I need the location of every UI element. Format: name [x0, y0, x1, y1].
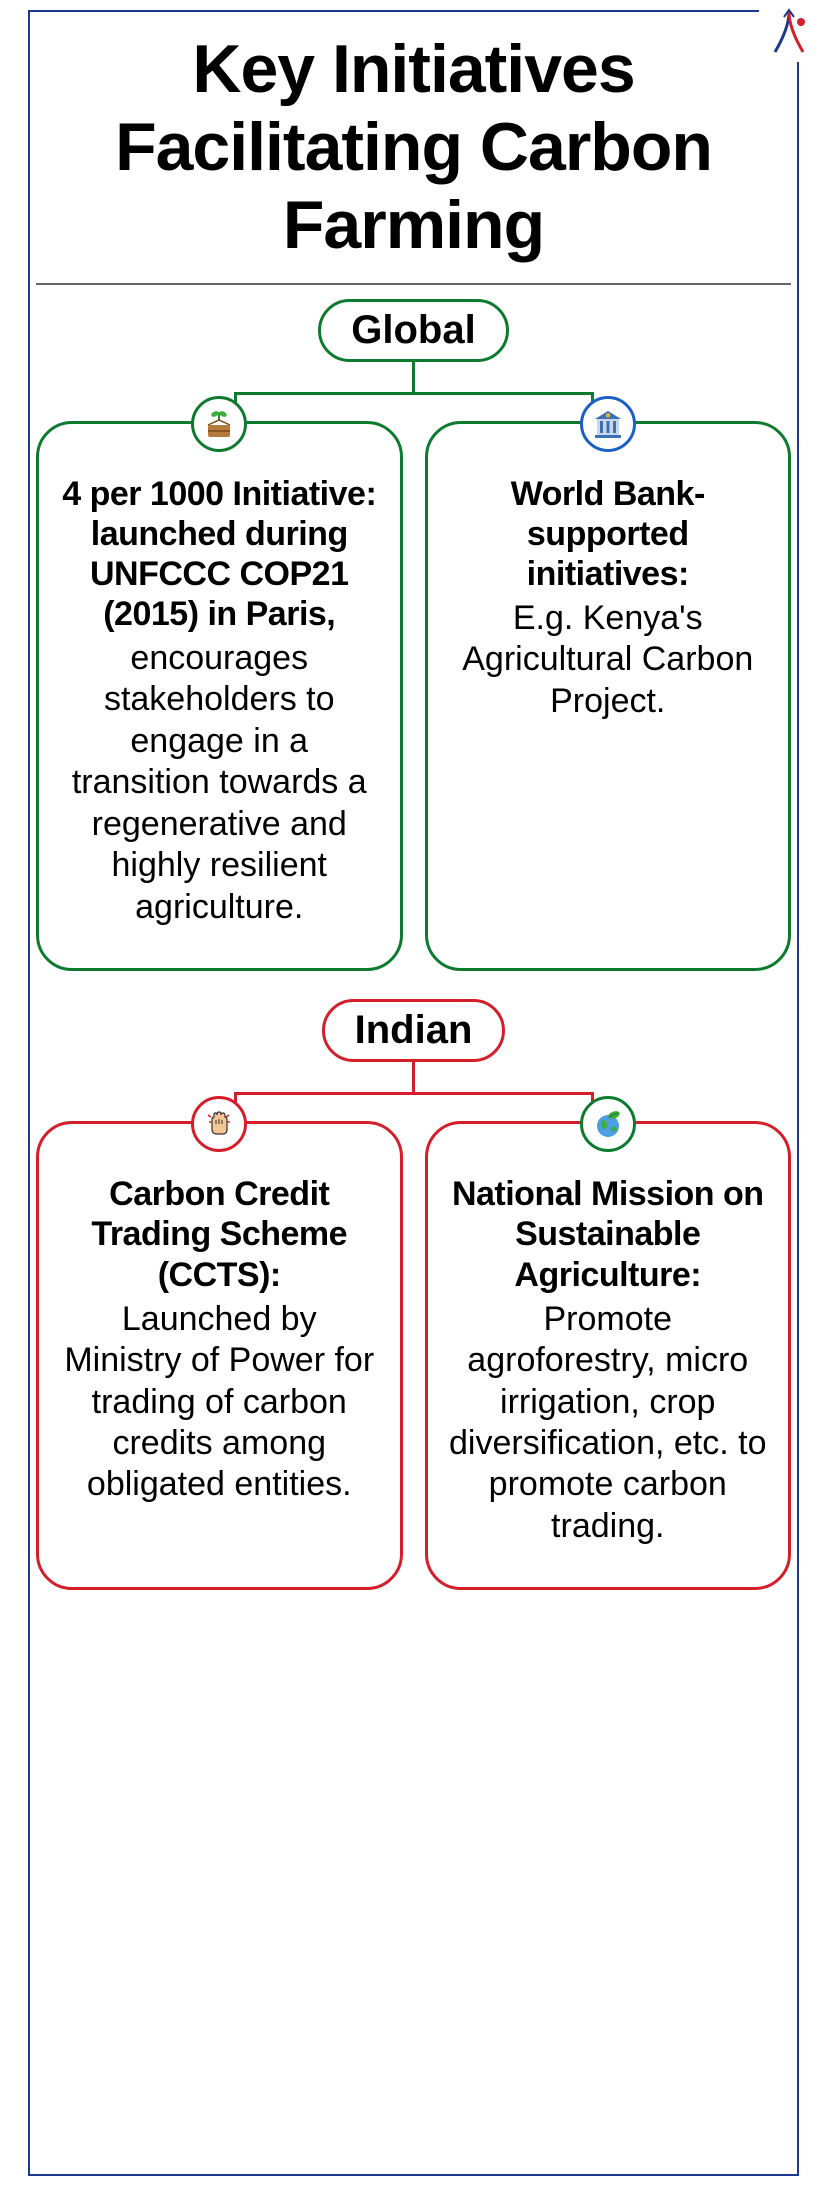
section-label-global: Global [318, 299, 508, 362]
card-title: Carbon Credit Trading Scheme (CCTS): [59, 1174, 380, 1294]
card-row-global: 4 per 1000 Initiative: launched during U… [36, 421, 791, 972]
bank-icon: $ [580, 396, 636, 452]
plant-icon [191, 396, 247, 452]
card-ccts: Carbon Credit Trading Scheme (CCTS): Lau… [36, 1121, 403, 1590]
section-label-indian: Indian [322, 999, 506, 1062]
connector-hbar [234, 1092, 594, 1095]
connector-hbar [234, 392, 594, 395]
card-nmsa: National Mission on Sustainable Agricult… [425, 1121, 792, 1590]
fist-icon [191, 1096, 247, 1152]
card-title: World Bank-supported initiatives: [448, 474, 769, 594]
connector-stem [412, 1062, 415, 1092]
card-body: encourages stakeholders to engage in a t… [59, 638, 380, 928]
card-worldbank: $ World Bank-supported initiatives: E.g.… [425, 421, 792, 972]
section-global: Global 4 per 1000 Initiative: launched d… [0, 299, 827, 982]
card-body: Promote agroforestry, micro irrigation, … [448, 1299, 769, 1548]
card-row-indian: Carbon Credit Trading Scheme (CCTS): Lau… [36, 1121, 791, 1590]
card-body: E.g. Kenya's Agricultural Carbon Project… [448, 598, 769, 722]
card-body: Launched by Ministry of Power for tradin… [59, 1299, 380, 1506]
earth-icon [580, 1096, 636, 1152]
brand-logo [759, 2, 819, 62]
card-title: 4 per 1000 Initiative: launched during U… [59, 474, 380, 634]
section-indian: Indian Carbon Credit Trading Scheme (CCT… [0, 999, 827, 1600]
card-4per1000: 4 per 1000 Initiative: launched during U… [36, 421, 403, 972]
card-title: National Mission on Sustainable Agricult… [448, 1174, 769, 1294]
connector-stem [412, 362, 415, 392]
